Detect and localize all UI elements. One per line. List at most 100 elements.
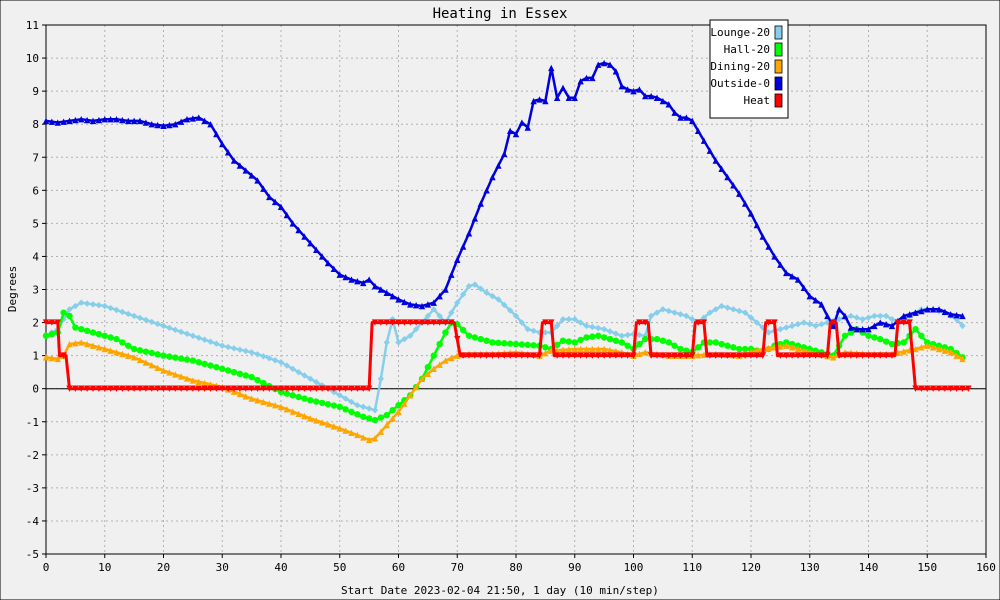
- data-point: [248, 172, 255, 179]
- data-point: [847, 324, 855, 331]
- data-point: [442, 319, 449, 326]
- data-point: [324, 385, 332, 392]
- data-point: [125, 310, 132, 318]
- data-point: [624, 86, 631, 93]
- data-point: [495, 339, 502, 347]
- data-point: [72, 340, 79, 347]
- data-point: [301, 395, 308, 402]
- data-point: [465, 352, 473, 359]
- data-point: [859, 316, 866, 323]
- data-point: [959, 322, 966, 330]
- data-point: [518, 319, 526, 326]
- y-tick-label: 1: [32, 350, 39, 363]
- data-point: [595, 61, 602, 68]
- data-point: [189, 377, 197, 384]
- data-point: [477, 200, 484, 207]
- y-tick-label: 3: [32, 284, 39, 297]
- legend-label: Lounge-20: [710, 26, 770, 39]
- data-point: [207, 338, 214, 345]
- data-point: [295, 226, 302, 234]
- data-point: [160, 367, 167, 374]
- data-point: [260, 185, 267, 192]
- data-point: [336, 425, 343, 432]
- data-point: [612, 68, 620, 75]
- chart-title: Heating in Essex: [433, 6, 568, 22]
- data-point: [771, 319, 778, 326]
- data-point: [201, 117, 208, 125]
- data-point: [412, 383, 420, 391]
- x-tick-label: 130: [800, 561, 820, 574]
- data-point: [295, 393, 302, 401]
- data-point: [230, 345, 238, 352]
- series-outside-0: [42, 59, 966, 333]
- data-point: [307, 385, 314, 392]
- data-point: [483, 337, 490, 344]
- data-point: [101, 345, 108, 353]
- legend-label: Hall-20: [724, 43, 770, 56]
- data-point: [518, 341, 526, 348]
- data-point: [242, 167, 249, 174]
- data-point: [900, 319, 907, 326]
- data-point: [724, 352, 731, 359]
- data-point: [277, 203, 285, 211]
- data-point: [260, 353, 267, 360]
- data-point: [606, 335, 614, 343]
- data-point: [618, 82, 625, 90]
- data-point: [565, 338, 573, 345]
- data-point: [830, 354, 837, 361]
- data-point: [371, 406, 379, 414]
- data-point: [589, 323, 596, 331]
- data-point: [119, 385, 126, 392]
- data-point: [736, 307, 743, 315]
- data-point: [765, 344, 772, 352]
- data-point: [595, 324, 602, 332]
- data-point: [95, 330, 103, 338]
- data-point: [301, 233, 308, 240]
- data-point: [718, 165, 725, 173]
- data-point: [671, 342, 678, 349]
- data-point: [583, 334, 590, 341]
- data-point: [371, 282, 379, 290]
- data-point: [436, 340, 443, 348]
- data-point: [788, 352, 796, 359]
- data-point: [636, 331, 643, 339]
- data-point: [271, 402, 279, 409]
- data-point: [277, 385, 285, 392]
- data-point: [430, 299, 437, 306]
- data-point: [900, 348, 907, 355]
- data-point: [642, 335, 649, 343]
- data-point: [166, 324, 173, 332]
- data-point: [330, 388, 338, 396]
- data-point: [283, 405, 291, 413]
- data-point: [230, 385, 238, 392]
- legend: Lounge-20 Hall-20 Dining-20 Outside-0 Heat: [709, 19, 789, 119]
- data-point: [330, 265, 338, 273]
- data-point: [783, 352, 790, 359]
- data-point: [113, 349, 120, 356]
- data-point: [553, 322, 561, 330]
- data-point: [395, 296, 402, 303]
- data-point: [542, 344, 549, 351]
- data-point: [224, 385, 232, 392]
- data-point: [266, 355, 273, 362]
- data-point: [841, 352, 849, 359]
- data-point: [383, 289, 390, 297]
- data-point: [83, 340, 91, 348]
- data-point: [336, 271, 343, 278]
- data-point: [48, 330, 56, 338]
- data-point: [172, 120, 179, 128]
- data-point: [289, 392, 296, 399]
- data-point: [741, 352, 749, 359]
- data-point: [736, 190, 743, 197]
- data-point: [412, 325, 420, 333]
- data-point: [553, 94, 561, 101]
- data-point: [906, 311, 913, 318]
- data-point: [683, 114, 690, 121]
- data-point: [301, 372, 308, 379]
- data-point: [442, 357, 449, 364]
- legend-swatch: [774, 76, 783, 91]
- data-point: [142, 316, 150, 324]
- data-point: [512, 130, 520, 138]
- data-point: [677, 311, 684, 318]
- data-point: [753, 221, 761, 229]
